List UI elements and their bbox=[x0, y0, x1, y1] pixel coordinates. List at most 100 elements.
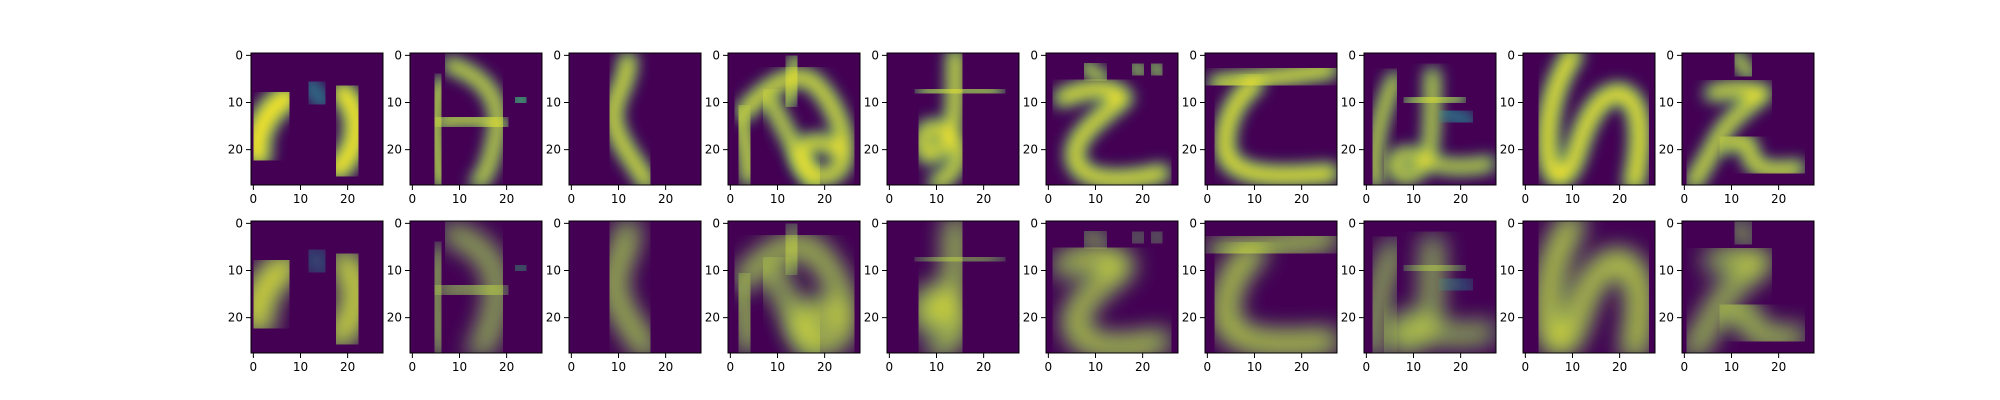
glyph-stroke bbox=[1148, 61, 1166, 78]
y-tick-label: 20 bbox=[546, 143, 561, 157]
glyph-stroke bbox=[435, 113, 508, 132]
image-panel-r0-c1: 0 10 20 0 10 20 bbox=[387, 48, 543, 206]
glyph-strokes bbox=[1366, 233, 1496, 353]
y-tick-label: 10 bbox=[228, 96, 243, 110]
y-tick-label: 10 bbox=[1182, 96, 1197, 110]
glyph-stroke bbox=[1218, 76, 1337, 183]
y-tick-label: 10 bbox=[1341, 264, 1356, 278]
x-tick-label: 0 bbox=[1681, 192, 1689, 206]
axes-frame bbox=[1045, 220, 1179, 354]
x-tick-label: 20 bbox=[658, 192, 673, 206]
glyph-stroke bbox=[511, 93, 531, 108]
axes-frame bbox=[250, 220, 384, 354]
axes-frame bbox=[568, 52, 702, 186]
image-panel-r0-c6: 0 10 20 0 10 20 bbox=[1182, 48, 1338, 206]
glyph-strokes bbox=[1207, 60, 1337, 185]
glyph-stroke bbox=[305, 247, 329, 275]
y-tick-label: 20 bbox=[1341, 143, 1356, 157]
image-panel-r1-c7: 0 10 20 0 10 20 bbox=[1341, 216, 1497, 374]
x-tick-label: 0 bbox=[1363, 360, 1371, 374]
x-tick-label: 0 bbox=[1045, 360, 1053, 374]
axes-frame bbox=[1363, 52, 1497, 186]
x-tick-label: 0 bbox=[1204, 192, 1212, 206]
glyph-stroke bbox=[1731, 221, 1755, 247]
x-tick-label: 0 bbox=[1045, 192, 1053, 206]
axes-frame bbox=[727, 52, 861, 186]
y-tick-label: 10 bbox=[1023, 264, 1038, 278]
y-tick-label: 10 bbox=[705, 264, 720, 278]
x-tick-label: 20 bbox=[1612, 192, 1627, 206]
y-tick-label: 10 bbox=[546, 96, 561, 110]
x-tick-label: 0 bbox=[568, 192, 576, 206]
image-panel-r1-c9: 0 10 20 0 10 20 bbox=[1659, 216, 1815, 374]
axes-frame bbox=[1681, 220, 1815, 354]
image-panel-r0-c7: 0 10 20 0 10 20 bbox=[1341, 48, 1497, 206]
x-tick-label: 20 bbox=[817, 360, 832, 374]
glyph-strokes bbox=[1366, 66, 1496, 185]
y-tick-label: 20 bbox=[1182, 311, 1197, 325]
x-tick-label: 20 bbox=[976, 360, 991, 374]
y-tick-label: 20 bbox=[228, 143, 243, 157]
glyph-stroke bbox=[916, 221, 965, 353]
x-tick-label: 0 bbox=[727, 192, 735, 206]
x-tick-label: 20 bbox=[1771, 360, 1786, 374]
axes-frame bbox=[886, 220, 1020, 354]
y-tick-label: 20 bbox=[387, 311, 402, 325]
y-tick-label: 20 bbox=[1659, 311, 1674, 325]
glyph-strokes bbox=[913, 53, 1006, 185]
glyph-stroke bbox=[1720, 302, 1804, 345]
glyph-stroke bbox=[1081, 228, 1110, 252]
x-tick-label: 0 bbox=[1363, 192, 1371, 206]
glyph-stroke bbox=[430, 78, 446, 185]
glyph-stroke bbox=[1129, 61, 1147, 78]
y-tick-label: 10 bbox=[864, 264, 879, 278]
y-tick-label: 10 bbox=[387, 264, 402, 278]
glyph-strokes bbox=[426, 56, 534, 185]
x-tick-label: 20 bbox=[1453, 192, 1468, 206]
y-tick-label: 10 bbox=[1500, 264, 1515, 278]
y-tick-label: 10 bbox=[1659, 264, 1674, 278]
x-tick-label: 10 bbox=[1247, 192, 1262, 206]
glyph-stroke bbox=[1148, 228, 1166, 247]
x-tick-label: 20 bbox=[340, 192, 355, 206]
x-tick-label: 10 bbox=[1565, 360, 1580, 374]
y-tick-label: 0 bbox=[1507, 216, 1515, 230]
y-tick-label: 0 bbox=[1666, 216, 1674, 230]
image-panel-r0-c4: 0 10 20 0 10 20 bbox=[864, 48, 1020, 206]
glyph-stroke bbox=[762, 260, 821, 353]
x-tick-label: 0 bbox=[727, 360, 735, 374]
y-tick-label: 0 bbox=[235, 48, 243, 62]
glyph-stroke bbox=[916, 53, 965, 185]
y-tick-label: 0 bbox=[1189, 216, 1197, 230]
x-tick-label: 10 bbox=[770, 360, 785, 374]
glyph-stroke bbox=[251, 86, 298, 166]
x-tick-label: 10 bbox=[1247, 360, 1262, 374]
x-tick-label: 0 bbox=[1681, 360, 1689, 374]
x-tick-label: 20 bbox=[976, 192, 991, 206]
image-panel-r1-c6: 0 10 20 0 10 20 bbox=[1182, 216, 1338, 374]
axes-frame bbox=[568, 220, 702, 354]
glyph-stroke bbox=[306, 79, 328, 107]
image-panel-r1-c5: 0 10 20 0 10 20 bbox=[1023, 216, 1179, 374]
glyph-stroke bbox=[1688, 83, 1771, 185]
x-tick-label: 10 bbox=[1724, 360, 1739, 374]
x-tick-label: 0 bbox=[250, 192, 258, 206]
y-tick-label: 10 bbox=[546, 264, 561, 278]
y-tick-label: 20 bbox=[864, 143, 879, 157]
x-tick-label: 10 bbox=[452, 192, 467, 206]
glyph-stroke bbox=[1540, 53, 1648, 185]
axes-frame bbox=[250, 52, 384, 186]
x-tick-label: 0 bbox=[409, 360, 417, 374]
y-tick-label: 0 bbox=[553, 48, 561, 62]
y-tick-label: 20 bbox=[864, 311, 879, 325]
y-tick-label: 10 bbox=[1182, 264, 1197, 278]
axes-frame bbox=[1204, 52, 1338, 186]
image-panel-r1-c4: 0 10 20 0 10 20 bbox=[864, 216, 1020, 374]
x-tick-label: 20 bbox=[1453, 360, 1468, 374]
x-tick-label: 0 bbox=[1522, 192, 1530, 206]
glyph-stroke bbox=[734, 106, 755, 184]
x-tick-label: 10 bbox=[611, 192, 626, 206]
glyph-stroke bbox=[1081, 60, 1110, 84]
glyph-stroke bbox=[1217, 244, 1337, 352]
glyph-stroke bbox=[781, 223, 802, 276]
